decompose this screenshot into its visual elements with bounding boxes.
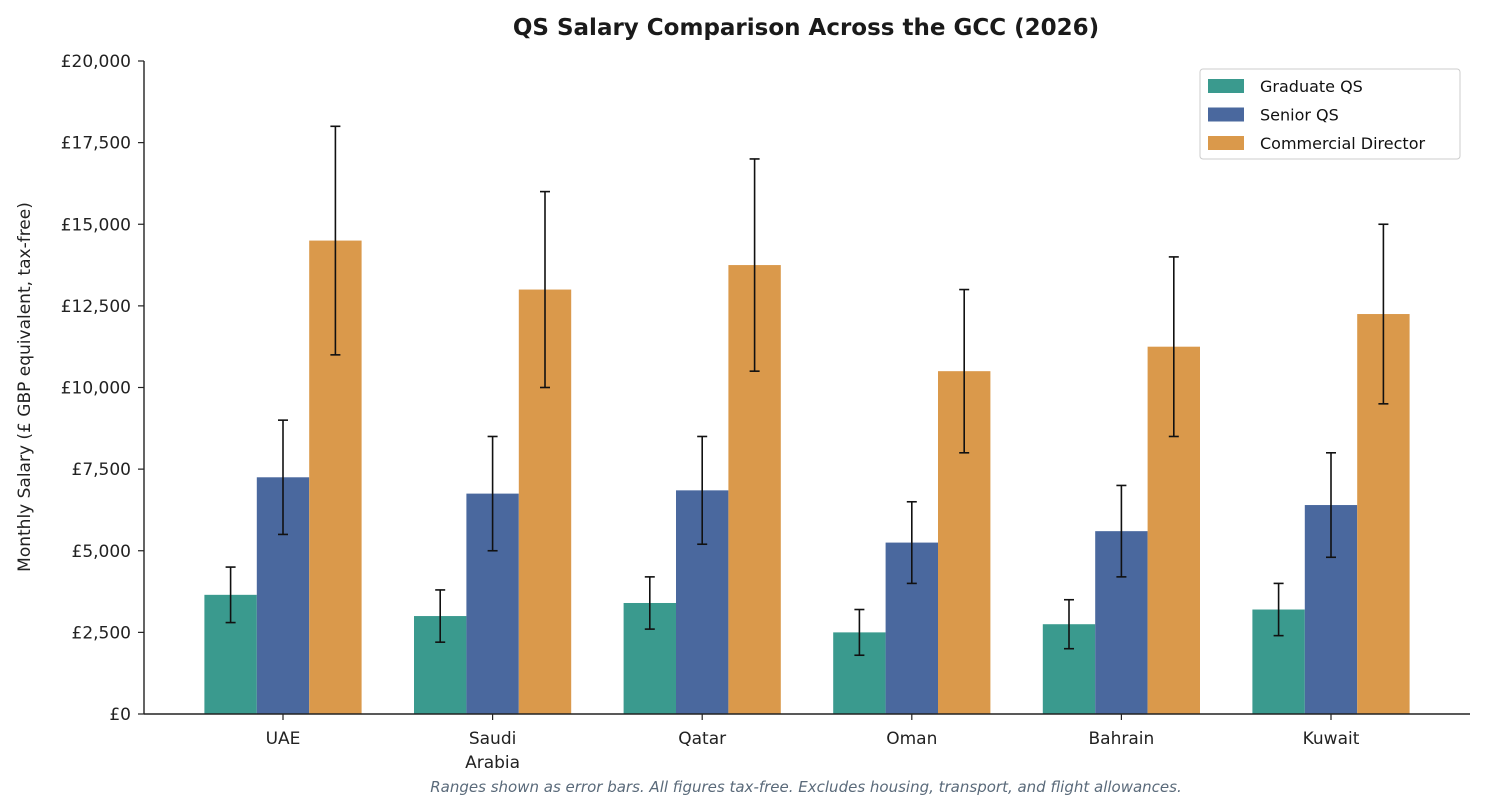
bars-layer — [204, 240, 1410, 714]
y-tick-label: £15,000 — [61, 215, 131, 235]
error-bar — [225, 566, 236, 624]
y-tick-label: £20,000 — [61, 52, 131, 72]
chart-title: QS Salary Comparison Across the GCC (202… — [513, 15, 1099, 41]
y-tick-label: £12,500 — [61, 297, 131, 317]
x-tick-label: Kuwait — [1303, 729, 1360, 749]
error-bar — [906, 500, 917, 585]
error-bar — [540, 190, 550, 389]
legend-label: Senior QS — [1260, 106, 1339, 125]
y-tick-label: £2,500 — [72, 623, 131, 643]
x-tick-label: UAE — [266, 729, 301, 749]
y-tick-label: £5,000 — [72, 542, 131, 562]
error-bar — [644, 576, 655, 630]
error-bar — [1064, 598, 1074, 650]
error-bar — [1116, 484, 1127, 578]
error-bars-layer — [225, 125, 1389, 657]
error-bar — [1326, 451, 1336, 559]
y-tick-label: £7,500 — [72, 460, 131, 480]
error-bar — [959, 288, 970, 454]
y-tick-label: £10,000 — [61, 379, 131, 399]
legend-item: Commercial Director — [1208, 134, 1425, 153]
error-bar — [330, 125, 341, 356]
error-bar — [1378, 223, 1389, 405]
legend-label: Commercial Director — [1260, 134, 1425, 153]
x-tick-label: Bahrain — [1089, 729, 1155, 749]
legend-frame — [1199, 68, 1461, 160]
y-tick-label: £0 — [109, 705, 131, 725]
y-tick-label: £17,500 — [61, 134, 131, 154]
chart-footnote: Ranges shown as error bars. All figures … — [430, 778, 1182, 796]
error-bar — [854, 608, 865, 657]
legend-item: Graduate QS — [1208, 77, 1363, 96]
legend: Graduate QS Senior QS Commercial Director — [1199, 68, 1461, 160]
error-bar — [749, 158, 760, 372]
error-bar — [435, 589, 446, 643]
x-tick-label: Saudi Arabia — [465, 729, 520, 773]
x-tick-label: Oman — [886, 729, 937, 749]
error-bar — [1273, 582, 1284, 637]
x-tick-label: Qatar — [678, 729, 726, 749]
legend-swatch — [1208, 107, 1244, 122]
legend-swatch — [1208, 136, 1244, 150]
error-bar — [487, 435, 498, 552]
error-bar — [1168, 256, 1179, 438]
axes-layer: £0 £2,500 £5,000 £7,500 £10,000 £12,500 £15,00… — [61, 52, 1470, 773]
legend-swatch — [1208, 79, 1244, 93]
error-bar — [697, 435, 708, 546]
legend-label: Graduate QS — [1260, 77, 1363, 96]
legend-item: Senior QS — [1208, 106, 1339, 125]
y-axis-label: Monthly Salary (£ GBP equivalent, tax-fr… — [15, 202, 35, 572]
error-bar — [278, 419, 288, 536]
